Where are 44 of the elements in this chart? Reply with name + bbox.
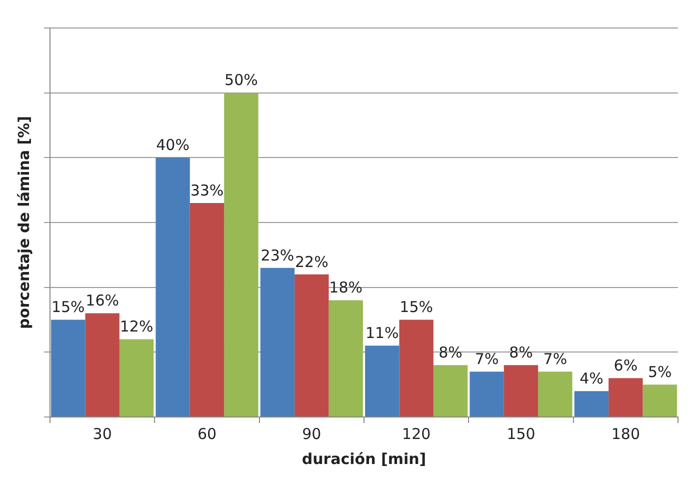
bar <box>399 320 434 416</box>
data-label: 6% <box>614 356 638 374</box>
data-label: 12% <box>120 318 154 336</box>
data-label: 5% <box>648 362 672 381</box>
bar <box>156 158 190 416</box>
data-label: 33% <box>190 181 224 200</box>
data-label: 16% <box>86 292 120 310</box>
data-label: 8% <box>438 344 462 362</box>
data-label: 22% <box>294 252 328 271</box>
bar <box>328 300 363 416</box>
data-label: 7% <box>543 350 568 368</box>
bar <box>51 320 86 416</box>
bar <box>260 268 295 416</box>
data-label: 8% <box>509 344 533 362</box>
bar <box>470 372 504 416</box>
bar <box>224 92 258 416</box>
bar <box>85 313 120 416</box>
bar <box>538 372 572 416</box>
bar <box>574 391 609 416</box>
x-tick-label: 90 <box>302 424 322 443</box>
x-tick-label: 150 <box>506 424 536 443</box>
x-tick-label: 30 <box>92 424 112 443</box>
data-label: 18% <box>329 278 363 297</box>
x-tick-label: 180 <box>611 424 640 443</box>
bar <box>433 365 468 416</box>
bar <box>642 384 677 416</box>
data-label: 50% <box>224 71 258 90</box>
data-label: 7% <box>474 350 499 368</box>
data-label: 4% <box>580 369 604 388</box>
x-tick-label: 60 <box>197 424 217 443</box>
y-axis-title: porcentaje de lámina [%] <box>14 116 33 329</box>
data-label: 11% <box>365 324 399 342</box>
bar <box>294 274 329 416</box>
bar <box>190 203 224 416</box>
data-label: 15% <box>400 298 434 316</box>
data-label: 40% <box>156 136 190 154</box>
bar <box>608 378 643 416</box>
bar <box>365 346 400 416</box>
x-axis-title: duración [min] <box>302 450 426 468</box>
data-label: 23% <box>260 246 294 264</box>
x-tick-label: 120 <box>402 424 431 443</box>
bar <box>119 339 154 416</box>
data-label: 15% <box>51 298 85 316</box>
bar <box>504 365 538 416</box>
